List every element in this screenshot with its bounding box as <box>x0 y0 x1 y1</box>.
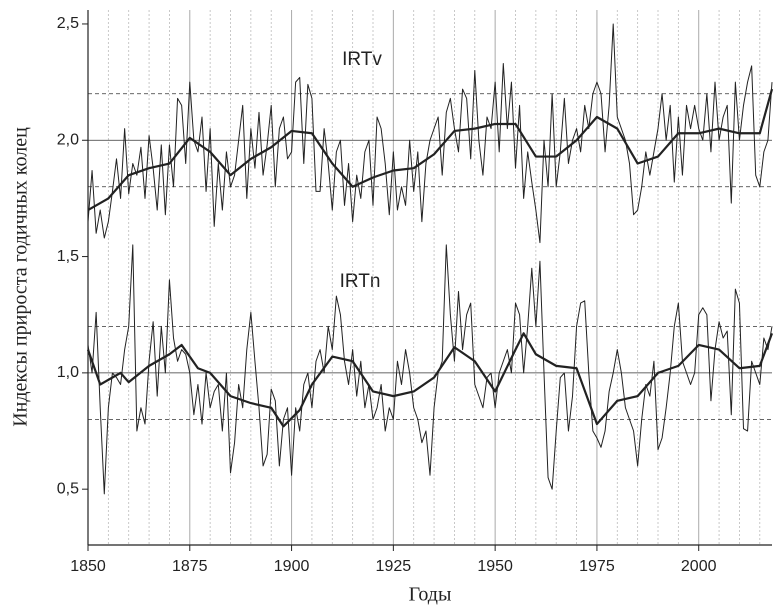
series-line <box>87 244 773 495</box>
annotation: IRTn <box>340 271 381 292</box>
x-tick-label: 1950 <box>477 558 513 575</box>
y-tick-label: 1,0 <box>57 364 79 381</box>
series-line <box>87 23 773 244</box>
x-tick-label: 1925 <box>376 558 412 575</box>
smoothed-line <box>86 332 774 428</box>
x-tick-label: 1975 <box>579 558 615 575</box>
x-tick-label: 1875 <box>172 558 208 575</box>
y-tick-label: 0,5 <box>57 480 79 497</box>
x-axis-label: Годы <box>409 584 452 606</box>
y-tick-label: 2,5 <box>57 15 79 32</box>
y-tick-label: 1,5 <box>57 248 79 265</box>
x-tick-label: 1850 <box>70 558 106 575</box>
smoothed-line <box>87 88 774 211</box>
y-axis-label: Индексы прироста годичных колец <box>10 127 32 427</box>
x-tick-label: 2000 <box>681 558 717 575</box>
annotation: IRTv <box>342 49 382 70</box>
y-tick-label: 2,0 <box>57 131 79 148</box>
x-tick-label: 1900 <box>274 558 310 575</box>
